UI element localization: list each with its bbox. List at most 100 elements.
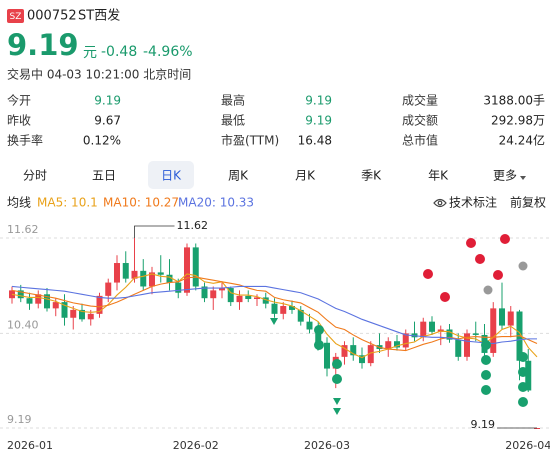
- candle-body: [525, 360, 532, 391]
- candle-body: [262, 297, 269, 304]
- x-tick-label: 2026-01: [7, 439, 53, 452]
- eye-icon: [433, 198, 447, 208]
- tab[interactable]: 日K: [161, 169, 182, 183]
- candle-body: [70, 309, 77, 318]
- candle-body: [472, 333, 479, 335]
- stat-label: 换手率: [7, 133, 43, 148]
- ma-line: [11, 273, 538, 359]
- signal-icons: [270, 234, 528, 415]
- stat-label: 今开: [7, 93, 31, 108]
- candle-body: [271, 303, 278, 314]
- ma-line: [11, 285, 537, 345]
- candle-body: [52, 302, 59, 309]
- trade-status: 交易中 04-03 10:21:00 北京时间: [7, 67, 191, 82]
- price: 9.19: [7, 28, 79, 62]
- y-tick-label: 10.40: [7, 318, 39, 331]
- stat-label: 总市值: [402, 133, 438, 148]
- active-tab-bg: [148, 161, 194, 189]
- low-label: 9.19: [471, 418, 496, 431]
- high-label: 11.62: [177, 219, 209, 232]
- candle-body: [394, 341, 400, 348]
- tool[interactable]: 前复权: [510, 195, 546, 210]
- candle-body: [201, 286, 208, 299]
- candle-body: [534, 428, 540, 429]
- candle-body: [192, 247, 199, 287]
- candle-body: [26, 298, 33, 304]
- ma-line: [11, 276, 538, 352]
- stat-label: 市盈(TTM): [221, 133, 279, 148]
- exchange-badge: [7, 9, 24, 23]
- candle-body: [367, 345, 374, 364]
- tab[interactable]: 年K: [428, 169, 449, 183]
- candle-body: [44, 294, 50, 309]
- candle-body: [254, 297, 260, 299]
- candle-body: [315, 329, 322, 343]
- stock-code: 000752: [27, 9, 77, 24]
- stat-label: 成交量: [402, 93, 438, 108]
- candle-body: [35, 294, 42, 304]
- candle-body: [446, 329, 453, 340]
- stat-label: 昨收: [7, 114, 31, 128]
- candle-body: [149, 272, 155, 287]
- tool[interactable]: 技术标注: [449, 195, 497, 210]
- tab[interactable]: 周K: [228, 169, 249, 183]
- candle-body: [297, 309, 304, 322]
- candle-body: [210, 290, 217, 299]
- tab[interactable]: 更多: [493, 169, 517, 183]
- indicator-label: 均线: [7, 196, 31, 210]
- stat-label: 最低: [221, 114, 245, 128]
- dropdown-arrow[interactable]: [520, 176, 526, 180]
- stat-value: 9.19: [305, 94, 332, 108]
- y-tick-label: 9.19: [7, 413, 32, 426]
- x-tick-label: 2026-02: [173, 439, 219, 452]
- candle-body: [507, 311, 514, 326]
- stat-label: 最高: [221, 93, 245, 108]
- legend-entry: MA5: 10.1: [37, 196, 98, 210]
- candle-body: [499, 308, 505, 326]
- candle-body: [385, 341, 392, 350]
- candle-body: [306, 321, 313, 330]
- candle-body: [96, 295, 103, 314]
- y-tick-label: 11.62: [7, 223, 39, 236]
- candle-body: [79, 309, 85, 320]
- candle-body: [341, 345, 348, 357]
- exchange: SZ: [10, 12, 22, 22]
- candle-body: [131, 270, 138, 279]
- tab[interactable]: 分时: [23, 169, 47, 183]
- candle-body: [105, 282, 112, 296]
- x-tick-label: 2026-04: [505, 439, 550, 452]
- chart: 11.62 10.40 9.19 2026-01 2026-02 2026-03 2026-…: [0, 219, 550, 452]
- stat-value: 9.67: [94, 114, 121, 128]
- candle-body: [157, 272, 164, 275]
- stat-value: 9.19: [305, 114, 332, 128]
- stat-value: 3188.00手: [483, 94, 545, 108]
- tab[interactable]: 月K: [295, 169, 316, 183]
- tabs: 分时 五日 日K 周K 月K 季K 年K 更多: [23, 169, 526, 183]
- tab[interactable]: 季K: [361, 169, 382, 183]
- candle-body: [184, 247, 190, 293]
- stock-name: ST西发: [78, 8, 120, 24]
- candle-body: [359, 355, 365, 364]
- candle-body: [490, 308, 497, 353]
- candle-body: [402, 333, 409, 348]
- candle-body: [219, 288, 225, 291]
- candle-body: [122, 263, 129, 279]
- tab[interactable]: 五日: [92, 169, 116, 183]
- change: -0.48: [101, 44, 137, 60]
- candle-body: [350, 345, 357, 356]
- candle-body: [280, 306, 287, 314]
- x-tick-label: 2026-03: [304, 439, 350, 452]
- candle-body: [166, 274, 173, 283]
- candle-body: [87, 313, 94, 320]
- candle-body: [455, 339, 462, 357]
- high-pointer: [134, 225, 175, 238]
- candle-body: [17, 290, 24, 299]
- stat-value: 16.48: [298, 134, 332, 148]
- candle-body: [140, 270, 147, 287]
- candle-body: [324, 342, 330, 369]
- candle-body: [61, 302, 68, 318]
- stat-value: 9.19: [94, 94, 121, 108]
